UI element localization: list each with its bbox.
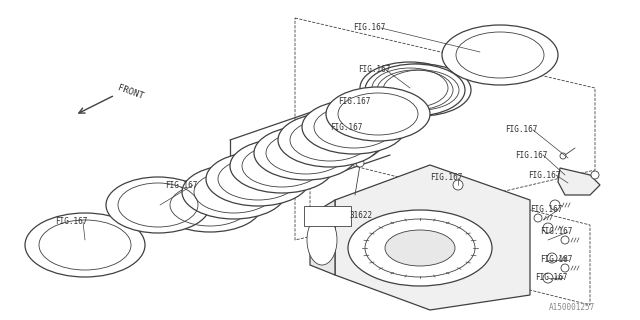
Ellipse shape bbox=[442, 25, 558, 85]
Text: FIG.167: FIG.167 bbox=[535, 274, 568, 283]
Polygon shape bbox=[558, 168, 600, 195]
Ellipse shape bbox=[25, 213, 145, 277]
Ellipse shape bbox=[307, 215, 337, 265]
Text: FRONT: FRONT bbox=[116, 83, 145, 101]
Text: FIG.167: FIG.167 bbox=[353, 23, 385, 33]
Circle shape bbox=[560, 153, 566, 159]
Text: FIG.167: FIG.167 bbox=[430, 173, 462, 182]
Ellipse shape bbox=[326, 87, 430, 141]
Polygon shape bbox=[310, 200, 335, 275]
Text: FIG.167: FIG.167 bbox=[55, 218, 88, 227]
Ellipse shape bbox=[360, 62, 460, 114]
Text: FIG.167: FIG.167 bbox=[165, 180, 197, 189]
Ellipse shape bbox=[182, 165, 286, 219]
Text: FIG.167: FIG.167 bbox=[528, 171, 561, 180]
Ellipse shape bbox=[365, 64, 465, 116]
Ellipse shape bbox=[230, 139, 334, 193]
Text: FIG.167: FIG.167 bbox=[330, 124, 362, 132]
Ellipse shape bbox=[348, 210, 492, 286]
Text: FIG.167: FIG.167 bbox=[530, 205, 563, 214]
Text: FIG.167: FIG.167 bbox=[358, 66, 390, 75]
Text: 31622: 31622 bbox=[350, 212, 373, 220]
Circle shape bbox=[591, 171, 599, 179]
Circle shape bbox=[543, 223, 553, 233]
Ellipse shape bbox=[158, 178, 262, 232]
Text: FIG.167: FIG.167 bbox=[540, 255, 572, 265]
Circle shape bbox=[534, 214, 542, 222]
Text: FIG.167: FIG.167 bbox=[515, 150, 547, 159]
Ellipse shape bbox=[385, 230, 455, 266]
Ellipse shape bbox=[206, 152, 310, 206]
Circle shape bbox=[561, 236, 569, 244]
Text: FIG.167: FIG.167 bbox=[540, 228, 572, 236]
Text: FIG.167: FIG.167 bbox=[338, 98, 371, 107]
Ellipse shape bbox=[296, 117, 384, 163]
Text: FIG.167: FIG.167 bbox=[505, 125, 538, 134]
Ellipse shape bbox=[371, 64, 471, 116]
Ellipse shape bbox=[106, 177, 210, 233]
Circle shape bbox=[543, 273, 553, 283]
Circle shape bbox=[550, 200, 560, 210]
Ellipse shape bbox=[278, 113, 382, 167]
Text: A150001257: A150001257 bbox=[548, 303, 595, 313]
FancyBboxPatch shape bbox=[304, 206, 351, 226]
Circle shape bbox=[453, 180, 463, 190]
Ellipse shape bbox=[254, 126, 358, 180]
Ellipse shape bbox=[302, 100, 406, 154]
Circle shape bbox=[356, 159, 364, 167]
Polygon shape bbox=[335, 165, 530, 310]
Circle shape bbox=[561, 264, 569, 272]
Circle shape bbox=[547, 253, 557, 263]
